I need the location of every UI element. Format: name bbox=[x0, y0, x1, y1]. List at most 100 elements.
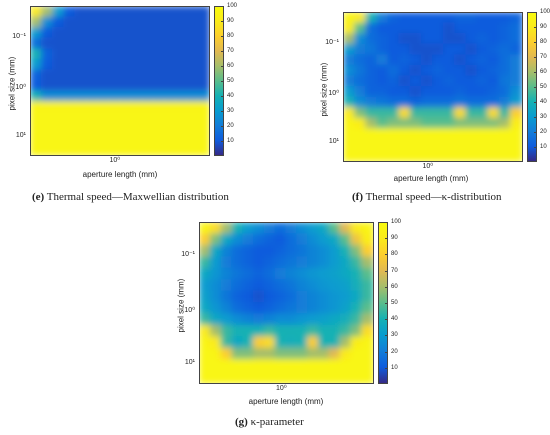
heatmap-cell bbox=[509, 22, 522, 36]
heatmap-cell bbox=[339, 347, 353, 362]
heatmap-cell bbox=[376, 43, 390, 57]
heatmap-cell bbox=[274, 313, 288, 327]
caption-g: (g) κ-parameter bbox=[235, 416, 304, 428]
heatmap-cell bbox=[509, 43, 522, 57]
y-tick-label: 10¹ bbox=[15, 132, 26, 140]
colorbar-tick-mark bbox=[221, 96, 224, 97]
heatmap-cell bbox=[454, 86, 468, 99]
caption-e-text: Thermal speed—Maxwellian distribution bbox=[46, 191, 229, 203]
heatmap-cell bbox=[328, 324, 342, 339]
heatmap-cell bbox=[196, 132, 209, 146]
x-axis-label-f: aperture length (mm) bbox=[393, 174, 469, 183]
heatmap-cell bbox=[476, 117, 490, 131]
heatmap-cell bbox=[454, 54, 468, 67]
x-tick-label: 10⁰ bbox=[276, 385, 287, 392]
heatmap-cell bbox=[163, 132, 177, 146]
heatmap-cell bbox=[361, 290, 373, 304]
colorbar-tick-label: 90 bbox=[227, 18, 234, 24]
heatmap-cell bbox=[63, 122, 77, 135]
heatmap-cell bbox=[85, 111, 99, 125]
heatmap-cell bbox=[365, 107, 379, 120]
heatmap-cell bbox=[296, 267, 310, 282]
heatmap-cell bbox=[63, 16, 77, 30]
heatmap-svg bbox=[344, 13, 522, 161]
x-axis-label-e: aperture length (mm) bbox=[82, 170, 158, 179]
heatmap-cell bbox=[307, 336, 320, 350]
heatmap-cell bbox=[119, 90, 133, 104]
heatmap-cell bbox=[85, 58, 99, 72]
heatmap-cell bbox=[74, 16, 88, 30]
heatmap-cell bbox=[354, 75, 368, 88]
heatmap-cell bbox=[376, 33, 390, 46]
heatmap-cell bbox=[443, 86, 457, 99]
heatmap-cell bbox=[253, 279, 266, 293]
heatmap-svg bbox=[31, 7, 209, 155]
heatmap-cell bbox=[387, 96, 401, 110]
heatmap-cell bbox=[365, 13, 379, 25]
heatmap-cell bbox=[328, 290, 342, 304]
caption-g-text: κ-parameter bbox=[250, 416, 304, 428]
heatmap-cell bbox=[41, 7, 55, 19]
heatmap-e-plot bbox=[30, 6, 210, 156]
colorbar-tick-mark bbox=[385, 367, 388, 369]
heatmap-cell bbox=[376, 117, 390, 131]
heatmap-cell bbox=[141, 132, 155, 146]
heatmap-cell bbox=[74, 111, 88, 125]
heatmap-cell bbox=[220, 267, 234, 282]
heatmap-cell bbox=[398, 117, 412, 131]
heatmap-cell bbox=[130, 48, 144, 61]
heatmap-cell bbox=[263, 324, 277, 339]
heatmap-cell bbox=[454, 138, 468, 152]
heatmap-cell bbox=[509, 128, 522, 141]
heatmap-cell bbox=[174, 7, 188, 19]
heatmap-cell bbox=[398, 96, 412, 110]
y-axis-label-e: pixel size (mm) bbox=[7, 56, 17, 111]
heatmap-cell bbox=[107, 132, 122, 146]
caption-g-label: (g) bbox=[235, 416, 248, 428]
heatmap-f-plot bbox=[343, 12, 523, 162]
heatmap-cell bbox=[354, 22, 368, 36]
heatmap-cell bbox=[307, 324, 320, 339]
colorbar-tick-mark bbox=[221, 111, 224, 112]
heatmap-cell bbox=[387, 138, 401, 152]
heatmap-cell bbox=[454, 128, 468, 141]
heatmap-cell bbox=[41, 27, 55, 40]
heatmap-cell bbox=[163, 90, 177, 104]
heatmap-cell bbox=[152, 101, 166, 114]
heatmap-cell bbox=[432, 64, 446, 78]
colorbar-tick-mark bbox=[385, 303, 388, 304]
heatmap-cell bbox=[476, 64, 490, 78]
heatmap-cell bbox=[220, 279, 234, 293]
heatmap-cell bbox=[398, 138, 412, 152]
heatmap-cell bbox=[465, 138, 479, 152]
heatmap-cell bbox=[465, 75, 479, 88]
heatmap-cell bbox=[185, 132, 199, 146]
heatmap-cell bbox=[285, 336, 299, 350]
heatmap-cell bbox=[63, 27, 77, 40]
heatmap-cell bbox=[443, 138, 457, 152]
heatmap-cell bbox=[63, 143, 77, 155]
heatmap-cell bbox=[509, 138, 522, 152]
heatmap-cell bbox=[263, 290, 277, 304]
y-tick-label: 10⁰ bbox=[15, 84, 26, 92]
heatmap-cell bbox=[354, 33, 368, 46]
heatmap-cell bbox=[119, 27, 133, 40]
heatmap-cell bbox=[163, 111, 177, 125]
heatmap-cell bbox=[31, 80, 44, 93]
heatmap-cell bbox=[63, 7, 77, 19]
heatmap-cell bbox=[141, 16, 155, 30]
heatmap-cell bbox=[130, 111, 144, 125]
heatmap-cell bbox=[253, 370, 266, 383]
heatmap-cell bbox=[52, 37, 66, 51]
heatmap-cell bbox=[31, 37, 44, 51]
heatmap-cell bbox=[209, 223, 223, 236]
colorbar-tick-mark bbox=[385, 254, 388, 256]
heatmap-cell bbox=[200, 267, 212, 282]
heatmap-cell bbox=[354, 43, 368, 57]
colorbar-tick-label: 60 bbox=[227, 63, 234, 69]
heatmap-cell bbox=[454, 22, 468, 36]
heatmap-cell bbox=[387, 33, 401, 46]
heatmap-cell bbox=[85, 143, 99, 155]
heatmap-cell bbox=[354, 107, 368, 120]
heatmap-cell bbox=[420, 149, 435, 161]
